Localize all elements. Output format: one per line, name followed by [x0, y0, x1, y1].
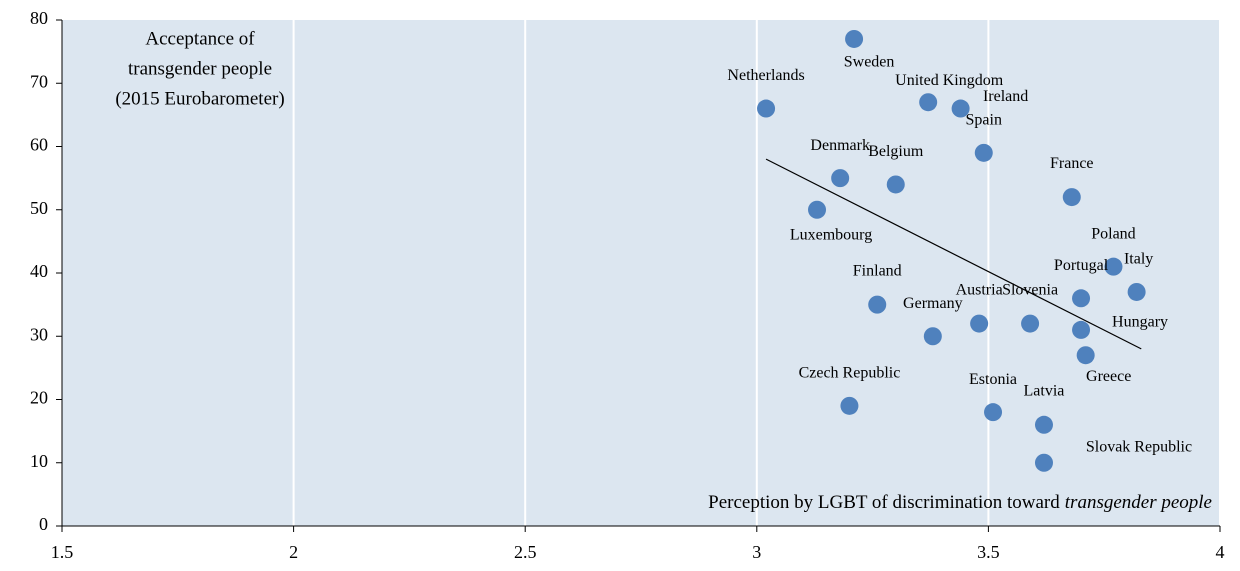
- point: [1062, 188, 1081, 207]
- point-label: Finland: [853, 262, 902, 279]
- point-label: Spain: [966, 111, 1002, 128]
- y-axis-label: transgender people: [128, 58, 272, 79]
- point: [951, 99, 970, 118]
- x-tick-label: 2: [289, 542, 298, 562]
- y-tick-label: 10: [30, 451, 48, 471]
- point-label: Luxembourg: [790, 226, 872, 243]
- y-tick-label: 20: [30, 388, 48, 408]
- y-axis-label: (2015 Eurobarometer): [115, 88, 284, 109]
- point: [1076, 346, 1095, 365]
- point: [984, 403, 1003, 422]
- point: [845, 29, 864, 48]
- point: [1104, 257, 1123, 276]
- point: [1127, 282, 1146, 301]
- x-axis-label-italic: transgender people: [1065, 492, 1212, 513]
- x-tick-label: 3: [752, 542, 761, 562]
- y-axis-label: Acceptance of: [145, 28, 255, 49]
- trendline: [765, 158, 1142, 350]
- point: [1072, 289, 1091, 308]
- point: [919, 93, 938, 112]
- point-label: Portugal: [1054, 257, 1109, 274]
- point-label: Ireland: [983, 88, 1028, 105]
- point: [1072, 320, 1091, 339]
- point: [868, 295, 887, 314]
- y-tick-label: 0: [39, 514, 48, 534]
- point-label: Slovak Republic: [1086, 438, 1192, 455]
- point-label: Denmark: [810, 137, 870, 154]
- point: [840, 396, 859, 415]
- x-axis-label-part: Perception by LGBT of discrimination tow…: [708, 492, 1060, 513]
- point: [923, 327, 942, 346]
- plot-area: [62, 20, 1220, 526]
- point: [808, 200, 827, 219]
- point-label: Germany: [903, 295, 963, 312]
- point-label: Italy: [1124, 251, 1153, 268]
- point: [1021, 314, 1040, 333]
- x-axis-label: Perception by LGBT of discrimination tow…: [708, 492, 1212, 513]
- y-tick-label: 50: [30, 198, 48, 218]
- y-tick-label: 60: [30, 135, 48, 155]
- y-tick-label: 40: [30, 261, 48, 281]
- point-label: Sweden: [844, 54, 895, 71]
- point: [1034, 415, 1053, 434]
- point-label: Belgium: [868, 143, 924, 160]
- point: [1034, 453, 1053, 472]
- point-label: Greece: [1086, 368, 1131, 385]
- point: [974, 143, 993, 162]
- x-tick-label: 4: [1216, 542, 1225, 562]
- y-tick-label: 70: [30, 71, 48, 91]
- point-label: France: [1050, 155, 1094, 172]
- x-tick-label: 3.5: [977, 542, 1000, 562]
- x-tick-label: 1.5: [51, 542, 74, 562]
- point-label: Hungary: [1112, 314, 1168, 331]
- point-label: United Kingdom: [895, 72, 1004, 89]
- point: [886, 175, 905, 194]
- point: [831, 169, 850, 188]
- y-tick-label: 30: [30, 324, 48, 344]
- point-label: Estonia: [969, 371, 1017, 388]
- x-tick-label: 2.5: [514, 542, 537, 562]
- point-label: Austria: [956, 281, 1003, 298]
- point-label: Slovenia: [1002, 281, 1058, 298]
- point-label: Poland: [1091, 225, 1135, 242]
- point: [757, 99, 776, 118]
- point-label: Latvia: [1024, 382, 1065, 399]
- y-tick-label: 80: [30, 8, 48, 28]
- point-label: Netherlands: [727, 67, 804, 84]
- point: [970, 314, 989, 333]
- point-label: Czech Republic: [799, 364, 901, 381]
